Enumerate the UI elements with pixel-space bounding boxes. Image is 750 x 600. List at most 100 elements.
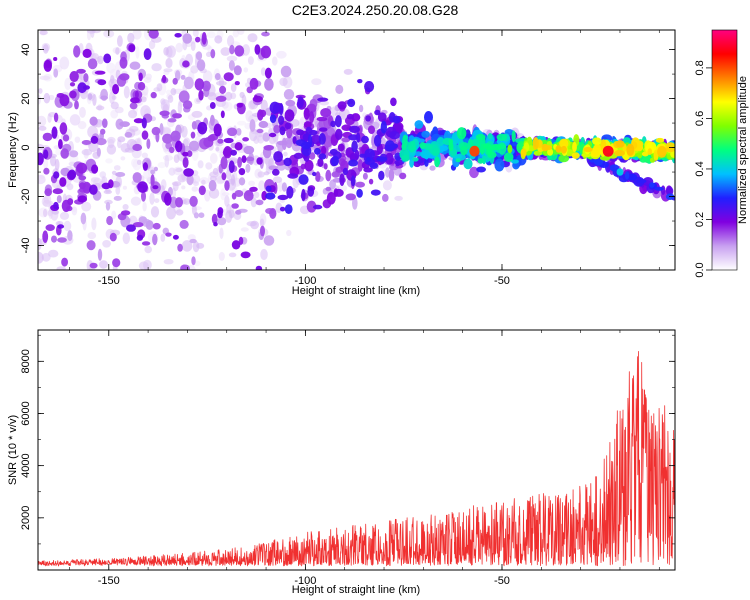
heatmap-cell	[175, 42, 183, 53]
heatmap-cell	[141, 117, 147, 129]
heatmap-cell	[119, 56, 128, 69]
spectrogram-frame	[37, 29, 676, 271]
heatmap-cell	[76, 68, 86, 74]
heatmap-cell	[373, 134, 382, 147]
heatmap-cell	[389, 131, 400, 140]
heatmap-cell	[38, 174, 46, 185]
heatmap-cell	[263, 145, 275, 151]
heatmap-cell	[312, 204, 323, 210]
heatmap-cell	[130, 97, 140, 104]
heatmap-cell	[201, 32, 207, 45]
heatmap-cell	[43, 208, 48, 218]
heatmap-cell	[214, 35, 223, 44]
heatmap-cell	[103, 53, 112, 64]
heatmap-cell	[277, 194, 289, 201]
heatmap-cell	[348, 159, 359, 167]
heatmap-cell	[137, 81, 146, 91]
heatmap-cell	[329, 148, 338, 156]
heatmap-cell	[253, 191, 260, 199]
heatmap-cell	[487, 133, 493, 140]
heatmap-cell	[264, 78, 274, 91]
heatmap-cell	[276, 50, 287, 59]
heatmap-cell	[231, 240, 241, 250]
heatmap-cell	[286, 229, 292, 237]
heatmap-cell	[228, 160, 235, 173]
page-title: C2E3.2024.250.20.08.G28	[291, 2, 459, 18]
heatmap-cell	[265, 192, 276, 200]
heatmap-cell	[123, 85, 130, 99]
heatmap-cell	[190, 131, 196, 139]
heatmap-cell	[66, 183, 74, 191]
heatmap-cell	[283, 157, 292, 167]
heatmap-cell	[649, 157, 656, 163]
heatmap-cell	[571, 152, 580, 159]
colorbar-tick-label: 0.8	[694, 60, 706, 75]
heatmap-cell	[247, 33, 258, 43]
heatmap-cell	[178, 90, 190, 103]
heatmap-cell	[385, 167, 390, 178]
heatmap-cell	[138, 216, 148, 224]
heatmap-cell	[460, 145, 468, 156]
heatmap-cell	[87, 232, 97, 240]
heatmap-cell	[62, 134, 70, 142]
heatmap-cell	[219, 227, 224, 240]
heatmap-cell	[230, 149, 237, 156]
heatmap-cell	[187, 150, 193, 157]
heatmap-cell	[67, 198, 74, 206]
colorbar-tick-label: 0.2	[694, 212, 706, 227]
heatmap-cell	[69, 114, 81, 126]
heatmap-cell	[475, 133, 486, 141]
heatmap-cell	[182, 33, 192, 44]
heatmap-cell	[298, 174, 309, 185]
heatmap-cell	[591, 148, 600, 157]
heatmap-cell	[318, 127, 328, 132]
heatmap-cell	[249, 77, 259, 90]
heatmap-cell	[43, 92, 51, 104]
heatmap-cell	[394, 195, 403, 201]
heatmap-cell	[220, 47, 231, 56]
heatmap-cell	[592, 137, 602, 146]
heatmap-cell	[260, 99, 268, 113]
heatmap-cell	[547, 148, 554, 156]
heatmap-cell	[208, 180, 217, 192]
heatmap-cell	[279, 77, 288, 87]
heatmap-cell	[265, 185, 272, 192]
heatmap-cell	[337, 101, 347, 110]
heatmap-cell	[507, 144, 513, 154]
heatmap-cell	[260, 67, 266, 76]
heatmap-cell	[602, 145, 614, 157]
heatmap-cell	[48, 249, 59, 258]
heatmap-cell	[230, 83, 237, 92]
heatmap-cell	[496, 133, 508, 141]
heatmap-cell	[175, 197, 183, 208]
heatmap-cell	[224, 180, 230, 191]
heatmap-cell	[263, 235, 275, 246]
heatmap-cell	[128, 109, 138, 119]
heatmap-cell	[261, 31, 270, 37]
heatmap-cell	[152, 233, 158, 246]
heatmap-cell	[283, 151, 288, 157]
heatmap-cell	[175, 140, 183, 153]
heatmap-cell	[207, 92, 217, 101]
heatmap-cell	[228, 60, 235, 71]
heatmap-cell	[369, 162, 379, 169]
heatmap-cell	[74, 136, 81, 143]
y-tick-label: 8000	[20, 349, 32, 373]
heatmap-cell	[209, 102, 216, 109]
heatmap-cell	[189, 195, 198, 207]
heatmap-cell	[256, 157, 263, 165]
heatmap-cell	[641, 151, 649, 157]
heatmap-cell	[284, 122, 292, 130]
heatmap-cell	[243, 145, 255, 155]
heatmap-cell	[307, 186, 315, 197]
heatmap-cell	[53, 201, 59, 210]
spectrogram-xlabel: Height of straight line (km)	[292, 285, 420, 297]
heatmap-cell	[100, 95, 108, 100]
snr-panel: -150 -100 -50 2000 4000 6000 8000 Height of st…	[7, 329, 676, 596]
heatmap-cell	[129, 61, 141, 70]
heatmap-cell	[73, 45, 81, 58]
heatmap-cell	[223, 137, 234, 144]
heatmap-cell	[79, 106, 86, 118]
heatmap-cell	[111, 210, 117, 220]
heatmap-cell	[345, 193, 356, 201]
